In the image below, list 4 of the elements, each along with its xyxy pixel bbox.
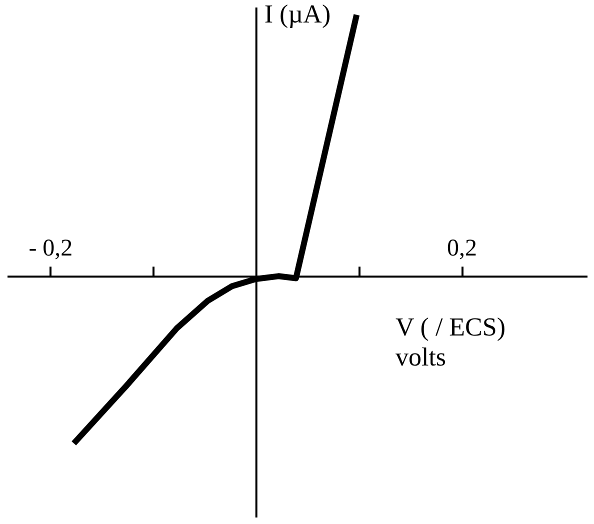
x-tick-label: - 0,2: [28, 236, 73, 262]
x-tick-label: 0,2: [447, 236, 478, 262]
x-axis-title: V ( / ECS) volts: [395, 312, 506, 372]
y-axis-title: I (µA): [264, 0, 331, 28]
